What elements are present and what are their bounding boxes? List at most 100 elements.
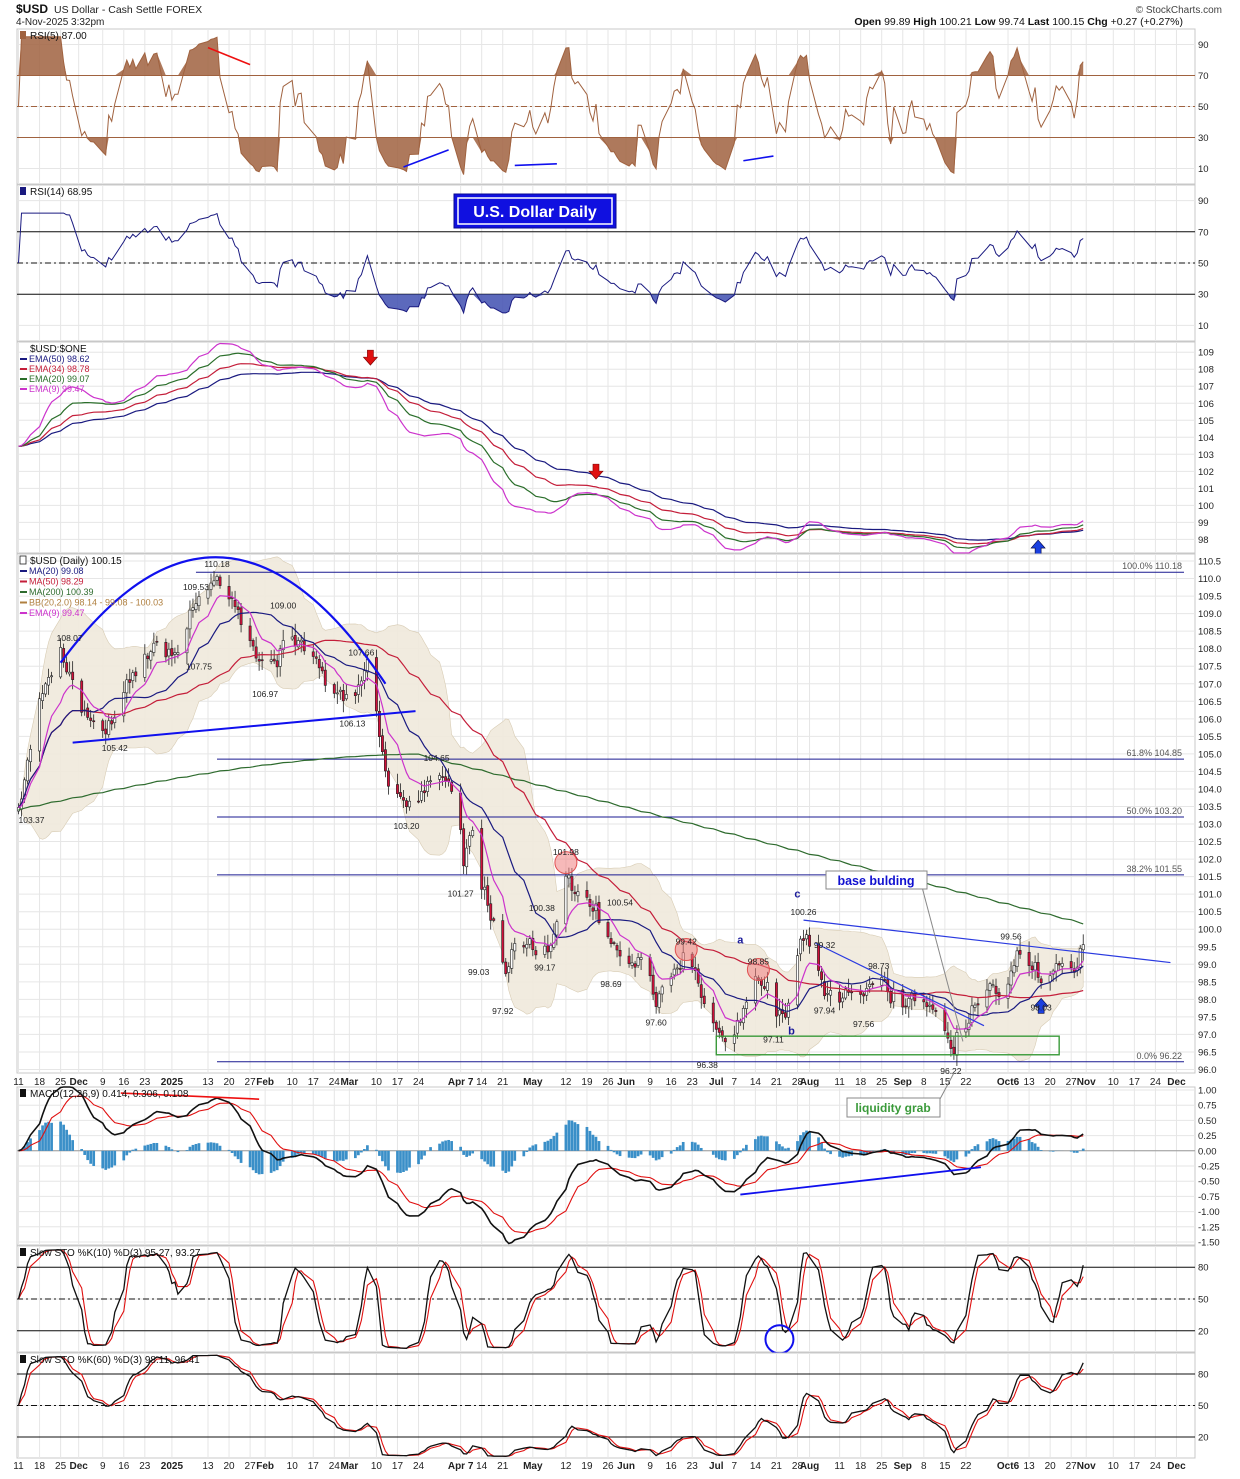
- histogram-bar: [589, 1131, 592, 1151]
- pivot-label: 101.98: [553, 847, 579, 857]
- candle-body: [261, 660, 263, 661]
- candle-body: [333, 684, 335, 693]
- y-tick-label: 100.0: [1198, 925, 1222, 936]
- candle-body: [571, 876, 573, 890]
- x-tick-label: Feb: [256, 1077, 274, 1088]
- candle-body: [619, 950, 621, 956]
- x-tick-label: 17: [1129, 1461, 1141, 1472]
- panel-macd: 1.000.750.500.250.00-0.25-0.50-0.75-1.00…: [17, 1086, 1220, 1249]
- y-tick-label: 101: [1198, 484, 1214, 495]
- x-tick-label: 21: [771, 1461, 783, 1472]
- x-tick-label: 13: [1024, 1077, 1036, 1088]
- candle-body: [276, 661, 278, 667]
- candle-body: [1040, 979, 1042, 983]
- candle-body: [673, 969, 675, 975]
- candle-body: [989, 984, 991, 991]
- date-label: 4-Nov-2025 3:32pm: [16, 17, 104, 28]
- x-tick-label: 18: [855, 1077, 867, 1088]
- histogram-bar: [89, 1151, 92, 1164]
- pivot-label: 99.56: [1000, 932, 1022, 942]
- histogram-bar: [781, 1146, 784, 1150]
- candle-body: [50, 676, 52, 677]
- candle-body: [823, 981, 825, 995]
- candle-body: [998, 993, 1000, 997]
- histogram-bar: [553, 1136, 556, 1151]
- histogram-bar: [80, 1149, 83, 1151]
- histogram-bar: [1070, 1151, 1073, 1152]
- histogram-bar: [128, 1151, 131, 1153]
- x-tick-label: Aug: [800, 1077, 819, 1088]
- histogram-bar: [925, 1151, 928, 1154]
- x-tick-label: 26: [602, 1461, 614, 1472]
- histogram-bar: [1052, 1151, 1055, 1152]
- x-tick-label: Dec: [69, 1461, 88, 1472]
- histogram-bar: [261, 1151, 264, 1174]
- histogram-bar: [177, 1151, 180, 1152]
- histogram-bar: [213, 1143, 216, 1151]
- candle-body: [784, 1013, 786, 1018]
- histogram-bar: [408, 1151, 411, 1168]
- x-tick-label: 13: [202, 1461, 214, 1472]
- histogram-bar: [631, 1151, 634, 1158]
- candle-body: [592, 908, 594, 911]
- candle-body: [69, 672, 71, 674]
- x-tick-label: 18: [855, 1461, 867, 1472]
- chart-title-text: U.S. Dollar Daily: [473, 204, 597, 221]
- histogram-bar: [670, 1151, 673, 1154]
- histogram-bar: [634, 1151, 637, 1158]
- x-tick-label: 20: [1045, 1461, 1057, 1472]
- chart-title-box: U.S. Dollar Daily: [454, 194, 616, 228]
- fib-label: 61.8% 104.85: [1126, 748, 1182, 758]
- histogram-bar: [1034, 1143, 1037, 1150]
- y-tick-label: 109.5: [1198, 592, 1222, 603]
- histogram-bar: [778, 1144, 781, 1151]
- candle-body: [249, 626, 251, 641]
- candle-body: [26, 760, 28, 781]
- y-tick-label: -0.50: [1198, 1177, 1220, 1188]
- y-tick-label: 10: [1198, 164, 1209, 175]
- candle-body: [610, 938, 612, 943]
- x-tick-label: May: [523, 1461, 543, 1472]
- x-tick-label: Mar: [340, 1461, 358, 1472]
- ohlc-value: 99.89: [884, 16, 910, 28]
- x-tick-label: 15: [939, 1461, 951, 1472]
- y-tick-label: 110.5: [1198, 557, 1221, 568]
- candle-body: [472, 830, 474, 835]
- candle-body: [908, 998, 910, 1006]
- candle-body: [863, 994, 865, 996]
- x-tick-label: 10: [1108, 1461, 1120, 1472]
- x-tick-label: 24: [1150, 1077, 1162, 1088]
- candle-body: [29, 749, 31, 761]
- x-tick-label: 24: [329, 1461, 341, 1472]
- x-tick-label: 23: [687, 1461, 699, 1472]
- histogram-bar: [649, 1151, 652, 1156]
- y-tick-label: 109.0: [1198, 609, 1222, 620]
- candle-body: [132, 673, 134, 681]
- liquidity-grab-callout: liquidity grab: [855, 1101, 930, 1115]
- histogram-bar: [171, 1149, 174, 1151]
- histogram-bar: [384, 1151, 387, 1167]
- candle-body: [724, 1038, 726, 1041]
- candle-body: [463, 829, 465, 866]
- histogram-bar: [489, 1151, 492, 1167]
- candle-body: [102, 721, 104, 731]
- pivot-label: 110.18: [204, 559, 230, 569]
- candle-body: [321, 667, 323, 671]
- pivot-label: 96.22: [940, 1066, 962, 1076]
- x-tick-label: 17: [1129, 1077, 1141, 1088]
- candle-body: [318, 659, 320, 668]
- candle-body: [240, 608, 242, 625]
- candle-body: [778, 1010, 780, 1015]
- candle-body: [553, 934, 555, 947]
- candle-body: [637, 957, 639, 965]
- candle-body: [586, 890, 588, 897]
- x-tick-label: 9: [647, 1461, 653, 1472]
- histogram-bar: [568, 1120, 571, 1151]
- histogram-bar: [1082, 1149, 1085, 1151]
- histogram-bar: [375, 1150, 378, 1151]
- candle-body: [354, 692, 356, 695]
- y-tick-label: 102: [1198, 467, 1214, 478]
- histogram-bar: [1073, 1151, 1076, 1153]
- histogram-bar: [168, 1147, 171, 1151]
